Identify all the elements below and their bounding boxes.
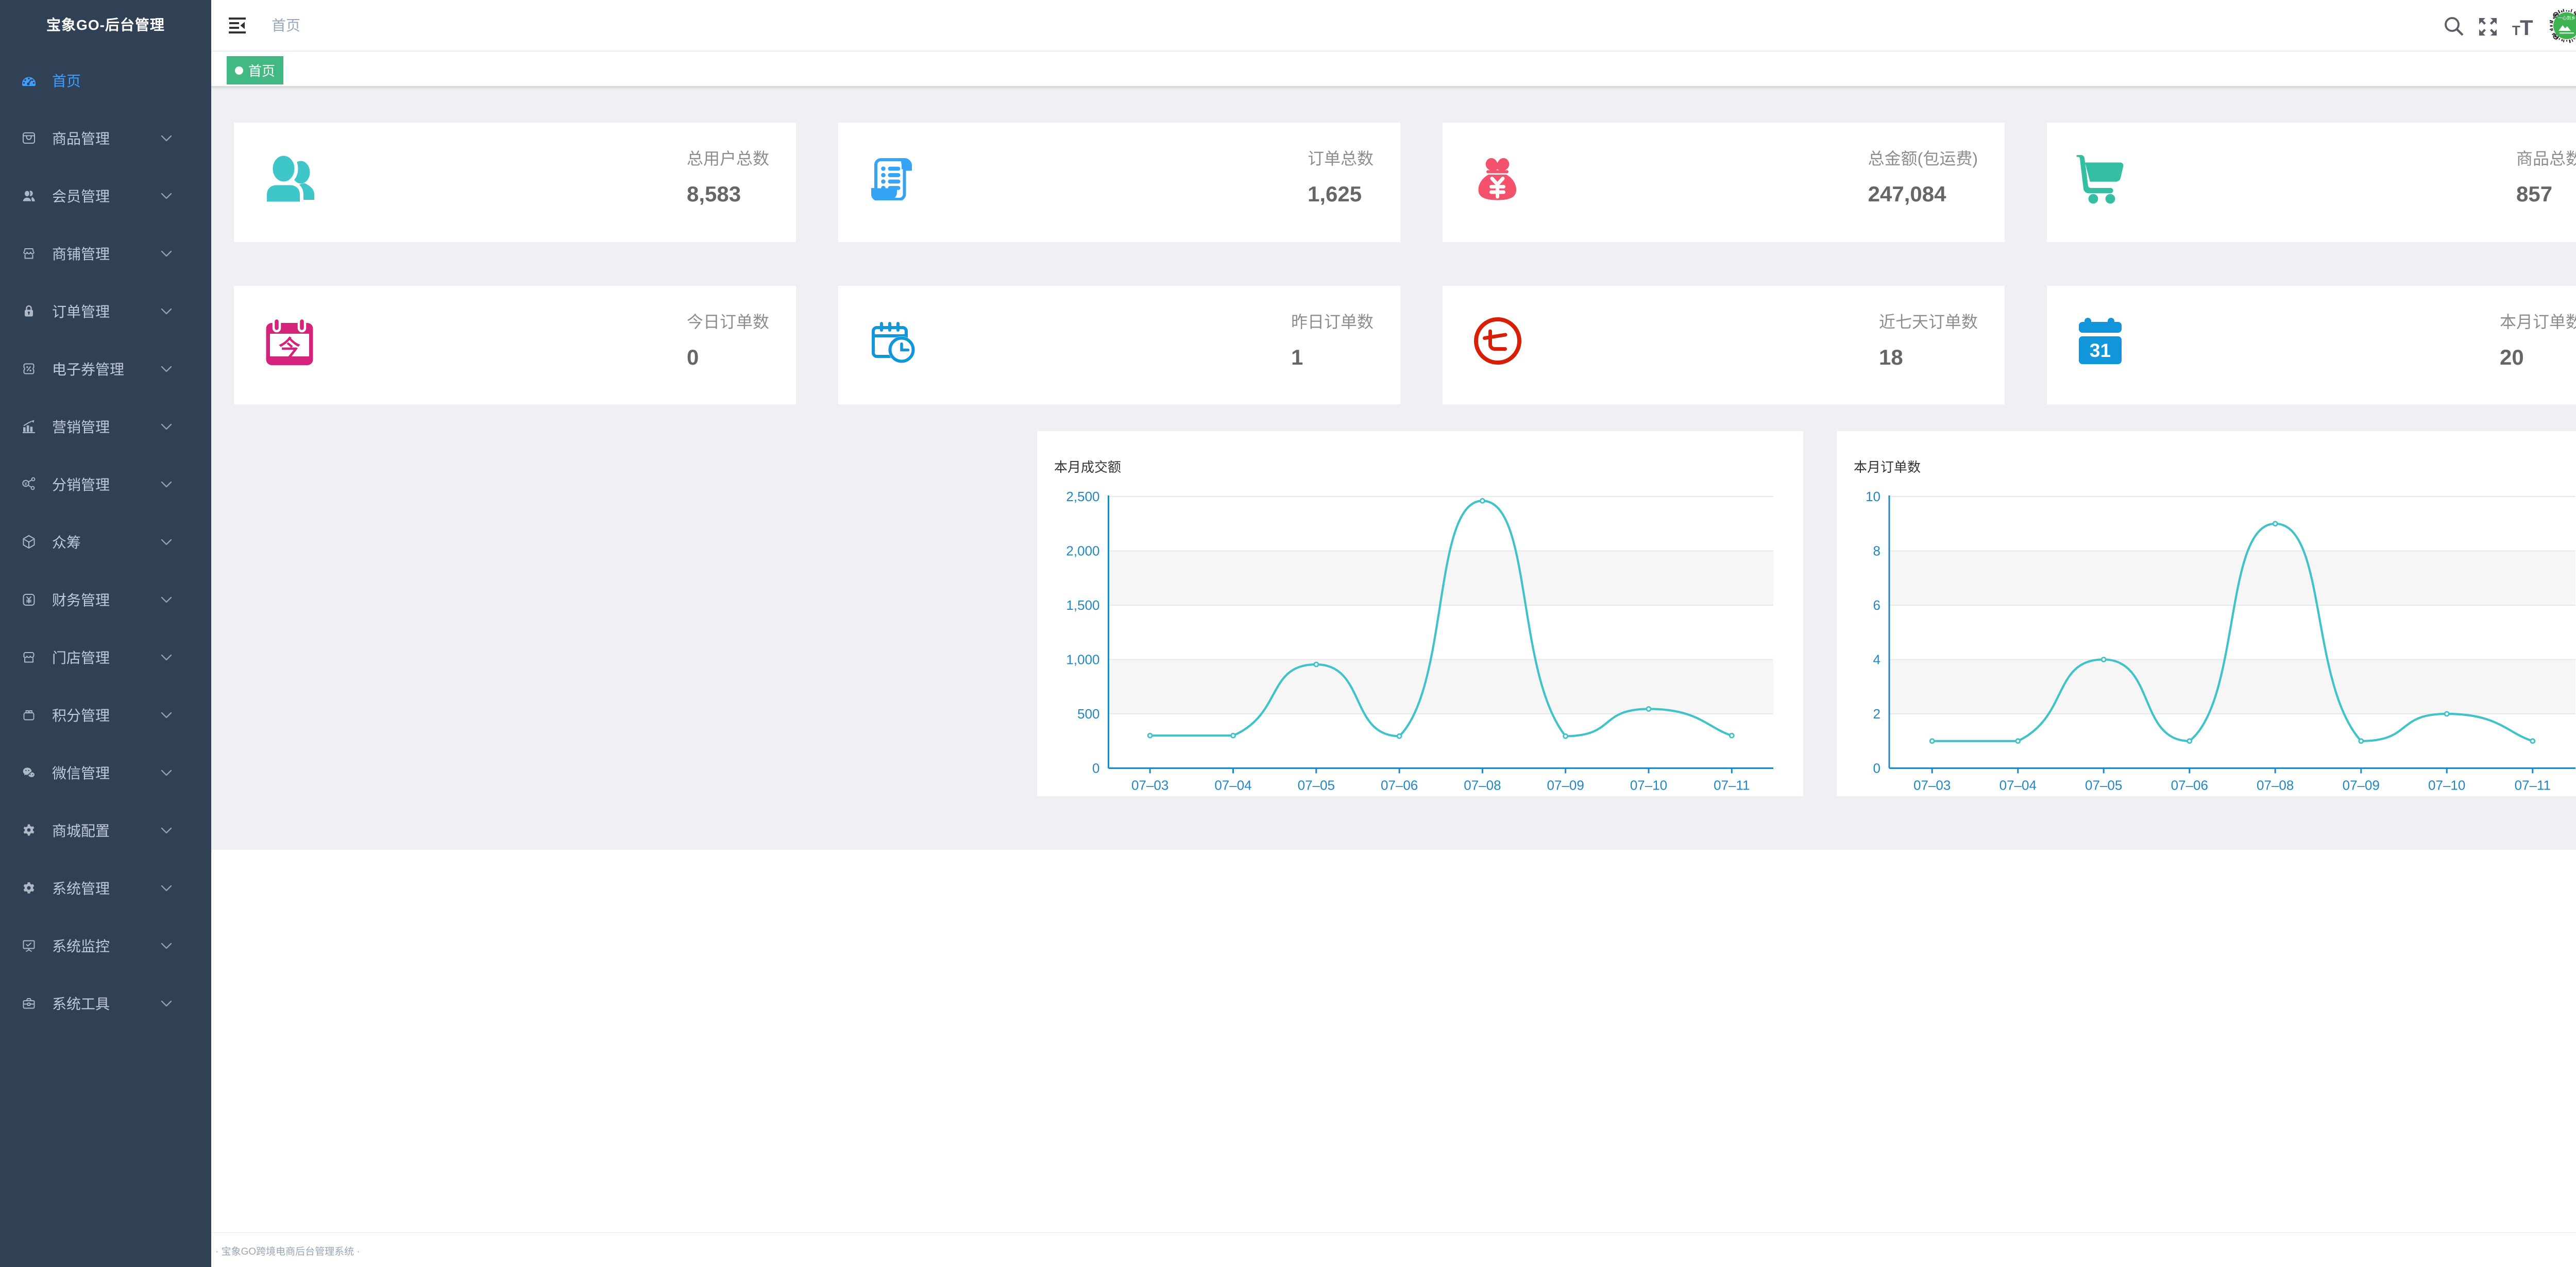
svg-text:07–03: 07–03 [1913, 778, 1951, 793]
svg-text:07–06: 07–06 [1381, 778, 1418, 793]
svg-text:0: 0 [1873, 761, 1880, 776]
svg-text:07–11: 07–11 [2515, 778, 2551, 793]
svg-text:07–05: 07–05 [1298, 778, 1335, 793]
svg-text:07–05: 07–05 [2085, 778, 2122, 793]
svg-text:T: T [2512, 23, 2520, 37]
svg-text:2,500: 2,500 [1066, 489, 1099, 504]
svg-text:2: 2 [1873, 706, 1880, 722]
svg-text:10: 10 [1866, 489, 1880, 504]
svg-text:07–04: 07–04 [1214, 778, 1251, 793]
svg-text:2,000: 2,000 [1066, 543, 1099, 559]
svg-text:07–10: 07–10 [2428, 778, 2465, 793]
svg-text:¥: ¥ [24, 482, 27, 487]
svg-text:07–04: 07–04 [1999, 778, 2037, 793]
svg-text:07–11: 07–11 [1714, 778, 1750, 793]
svg-text:07–03: 07–03 [1131, 778, 1168, 793]
svg-text:8: 8 [1873, 543, 1880, 559]
svg-text:07–09: 07–09 [1547, 778, 1584, 793]
svg-text:T: T [2520, 16, 2533, 37]
svg-text:31: 31 [2090, 340, 2111, 361]
svg-text:07–06: 07–06 [2171, 778, 2208, 793]
svg-text:0: 0 [1092, 761, 1099, 776]
svg-text:一心到乡: 一心到乡 [2558, 15, 2575, 21]
svg-text:1,500: 1,500 [1066, 597, 1099, 613]
svg-text:07–08: 07–08 [1464, 778, 1501, 793]
svg-text:07–10: 07–10 [1630, 778, 1667, 793]
svg-text:6: 6 [1873, 597, 1880, 613]
svg-text:4: 4 [1873, 652, 1880, 667]
svg-text:07–08: 07–08 [2257, 778, 2294, 793]
svg-text:1,000: 1,000 [1066, 652, 1099, 667]
svg-text:07–09: 07–09 [2343, 778, 2380, 793]
svg-text:今: 今 [279, 336, 300, 360]
svg-text:500: 500 [1077, 706, 1099, 722]
